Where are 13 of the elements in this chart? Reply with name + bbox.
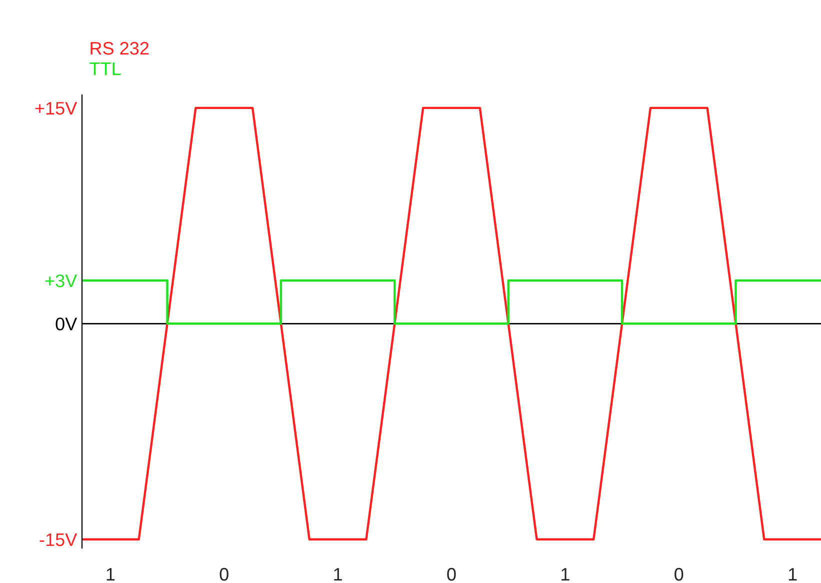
text: TTL xyxy=(90,62,121,75)
x-tick-label: 1 xyxy=(106,568,115,581)
x-tick-label: 1 xyxy=(562,568,570,581)
y-tick-label: +15V xyxy=(35,102,78,115)
text: RS 232 xyxy=(90,42,149,55)
x-tick-label: 0 xyxy=(220,568,228,581)
y-tick-label: 0V xyxy=(56,318,78,330)
y-tick-label: -15V xyxy=(40,533,78,546)
x-tick-label: 1 xyxy=(788,568,797,581)
x-tick-label: 0 xyxy=(447,568,456,581)
x-tick-label: 0 xyxy=(674,568,684,581)
x-tick-label: 1 xyxy=(334,568,342,581)
y-tick-label: +3V xyxy=(45,274,78,288)
